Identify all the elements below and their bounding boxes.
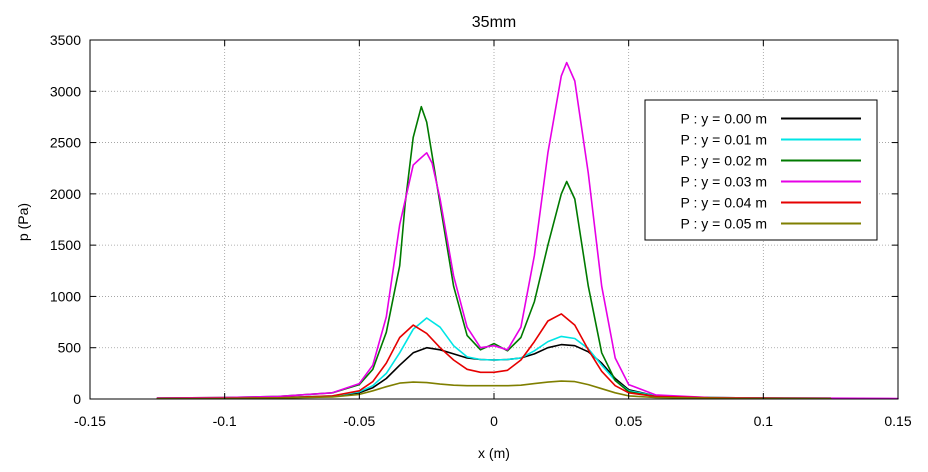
legend-box	[644, 99, 878, 241]
y-axis-label: p (Pa)	[15, 203, 31, 241]
legend-label: P : y = 0.01 m	[680, 132, 767, 148]
x-tick-label: 0.1	[754, 413, 774, 429]
x-tick-label: 0.15	[884, 413, 911, 429]
y-tick-label: 3500	[50, 32, 81, 48]
legend-label: P : y = 0.02 m	[680, 153, 767, 169]
legend-label: P : y = 0.00 m	[680, 111, 767, 127]
legend-label: P : y = 0.03 m	[680, 174, 767, 190]
x-tick-label: 0	[490, 413, 498, 429]
y-tick-label: 500	[58, 340, 82, 356]
legend-label: P : y = 0.04 m	[680, 195, 767, 211]
y-tick-label: 3000	[50, 83, 81, 99]
series-line	[156, 313, 832, 400]
x-tick-label: -0.15	[74, 413, 106, 429]
series-line	[156, 380, 832, 400]
y-tick-label: 0	[73, 391, 81, 407]
y-tick-label: 1500	[50, 237, 81, 253]
y-tick-label: 2000	[50, 186, 81, 202]
series-lines	[156, 61, 899, 400]
chart-title: 35mm	[472, 14, 516, 31]
x-tick-label: -0.1	[213, 413, 237, 429]
x-tick-label: 0.05	[615, 413, 642, 429]
y-tick-label: 2500	[50, 135, 81, 151]
x-tick-label: -0.05	[343, 413, 375, 429]
axis-ticks: -0.15 -0.1 -0.05 0 0.05 0.1 0.15 0 500 1000 1500 20…	[50, 32, 912, 429]
series-line	[156, 61, 899, 400]
legend: P : y = 0.00 m P : y = 0.01 m P : y = 0.02…	[644, 99, 878, 241]
y-tick-label: 1000	[50, 288, 81, 304]
legend-label: P : y = 0.05 m	[680, 216, 767, 232]
x-axis-label: x (m)	[478, 445, 510, 461]
